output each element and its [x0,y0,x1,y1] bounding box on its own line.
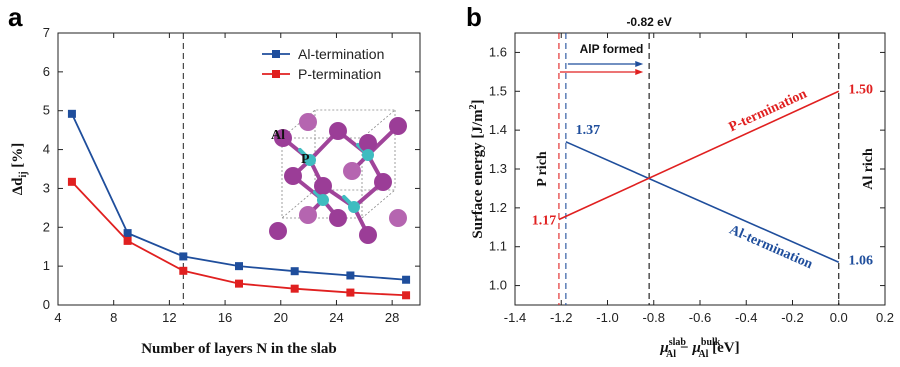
al-start-value-label: 1.37 [576,123,601,138]
a-series-marker-0 [346,271,355,280]
b-x-tick-label: -1.2 [550,310,572,325]
a-y-tick-label: 3 [43,180,50,195]
a-series-marker-0 [123,229,132,238]
atoms-p [304,149,374,213]
legend-marker-p [272,70,280,78]
legend-text-al: Al-termination [298,46,384,62]
panel-a-y-axis-label: Δdij [%] [10,143,29,196]
al-termination-line-label: Al-termination [727,223,815,273]
b-series-line-1 [558,90,840,221]
b-y-tick-label: 1.1 [489,239,507,254]
al-rich-label: Al rich [861,148,876,190]
a-series-marker-1 [346,288,355,297]
legend-marker-al [272,50,280,58]
b-y-tick-label: 1.2 [489,200,507,215]
panel-letter-a: a [8,2,23,32]
atoms-al [269,113,407,244]
a-series-marker-0 [235,262,243,271]
a-series-line-1 [71,181,407,297]
panel-a-x-axis-label: Number of layers N in the slab [141,341,337,357]
b-x-tick-label: -0.4 [735,310,757,325]
a-y-tick-label: 5 [43,103,50,118]
b-x-tick-label: 0.0 [830,310,848,325]
p-start-value-label: 1.17 [532,214,557,229]
b-y-tick-label: 1.4 [489,122,507,137]
alp-formed-arrows [559,61,644,75]
b-x-tick-label: 0.2 [876,310,894,325]
a-x-tick-label: 12 [162,310,176,325]
a-series-marker-0 [402,275,411,284]
b-x-tick-label: -1.4 [504,310,526,325]
a-series-marker-1 [235,279,243,288]
a-series-marker-0 [67,109,76,118]
alp-formed-label: AlP formed [580,42,644,56]
a-y-tick-label: 4 [43,142,50,157]
a-x-tick-label: 16 [218,310,232,325]
b-series-line-0 [565,141,840,263]
b-y-tick-label: 1.0 [489,278,507,293]
a-y-tick-label: 1 [43,258,50,273]
crystal-structure-inset: Al P [269,109,407,244]
panel-b-frame [514,32,886,306]
top-annotation-energy: -0.82 eV [626,15,671,29]
a-series-marker-1 [179,266,188,275]
a-series-marker-1 [123,236,132,245]
atom-label-al: Al [271,128,285,143]
a-x-tick-label: 24 [329,310,343,325]
a-series-marker-1 [67,177,76,186]
arrow-red-head [635,69,644,75]
a-series-marker-1 [402,291,411,300]
b-y-tick-label: 1.3 [489,161,507,176]
a-x-tick-label: 8 [110,310,117,325]
panel-b-x-axis-label: μslab Al − μbulk Al [eV] [659,337,739,360]
a-y-tick-label: 6 [43,64,50,79]
p-rich-label: P rich [535,151,550,187]
a-y-tick-label: 2 [43,219,50,234]
a-series-marker-0 [179,252,188,261]
panel-letter-b: b [466,2,482,32]
a-x-tick-label: 20 [274,310,288,325]
al-end-value-label: 1.06 [849,253,874,268]
b-y-tick-label: 1.6 [489,44,507,59]
a-x-tick-label: 4 [54,310,61,325]
atom-label-p: P [301,152,310,167]
b-x-tick-label: -0.8 [643,310,665,325]
b-x-tick-label: -0.6 [689,310,711,325]
arrow-blue-head [635,61,644,67]
a-series-line-0 [71,113,407,281]
panel-a-legend: Al-termination P-termination [262,46,384,82]
legend-text-p: P-termination [298,66,381,82]
a-y-tick-label: 0 [43,297,50,312]
p-end-value-label: 1.50 [849,82,874,97]
panel-b-chart: -1.4 -1.2 -1.0 -0.8 -0.6 -0.4 -0.2 0.0 0.2 1.0 1.1… [468,15,894,360]
b-x-tick-label: -0.2 [781,310,803,325]
b-x-tick-label: -1.0 [596,310,618,325]
panel-b-y-axis-label: Surface energy [J/m2] [468,99,486,238]
a-y-tick-label: 7 [43,25,50,40]
b-y-tick-label: 1.5 [489,83,507,98]
panel-a-frame [57,32,421,306]
a-series-marker-0 [290,267,299,276]
a-series-marker-1 [290,284,299,293]
a-x-tick-label: 28 [385,310,399,325]
